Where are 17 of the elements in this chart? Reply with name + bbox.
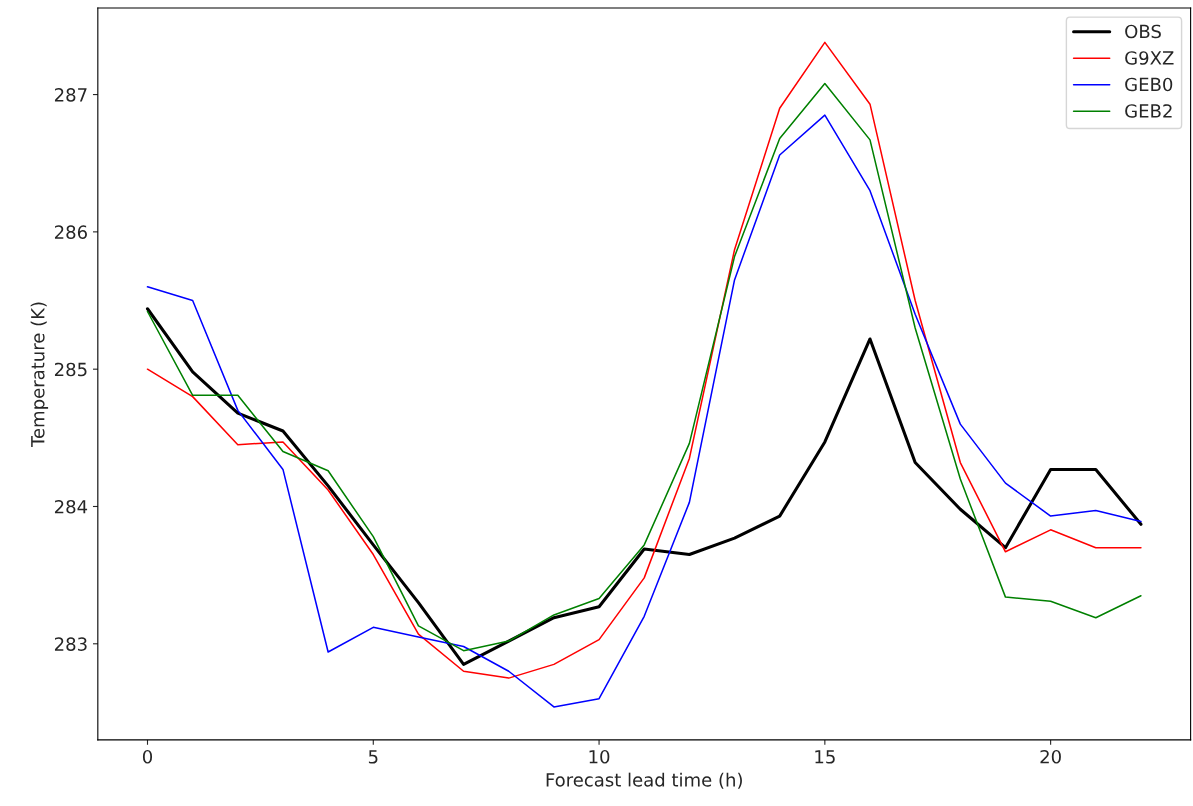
x-tick-label: 20	[1040, 749, 1061, 764]
y-tick-label: 287	[54, 88, 87, 102]
y-tick-label: 286	[54, 225, 87, 239]
y-tick-label: 283	[54, 637, 87, 651]
y-tick-label: 285	[54, 362, 87, 377]
x-tick-label: 0	[142, 749, 153, 764]
x-tick-label: 10	[589, 749, 610, 764]
legend-label: OBS	[1125, 24, 1161, 39]
x-tick-label: 5	[368, 750, 378, 764]
legend-label: GEB0	[1125, 77, 1173, 92]
legend-label: GEB2	[1125, 104, 1172, 118]
y-axis-title: Temperature (K)	[30, 302, 49, 448]
legend-label: G9XZ	[1125, 51, 1174, 65]
y-tick-label: 284	[54, 499, 88, 514]
x-tick-label: 15	[815, 750, 835, 764]
line-series	[145, 307, 1143, 666]
x-axis-title: Forecast lead time (h)	[546, 772, 742, 789]
